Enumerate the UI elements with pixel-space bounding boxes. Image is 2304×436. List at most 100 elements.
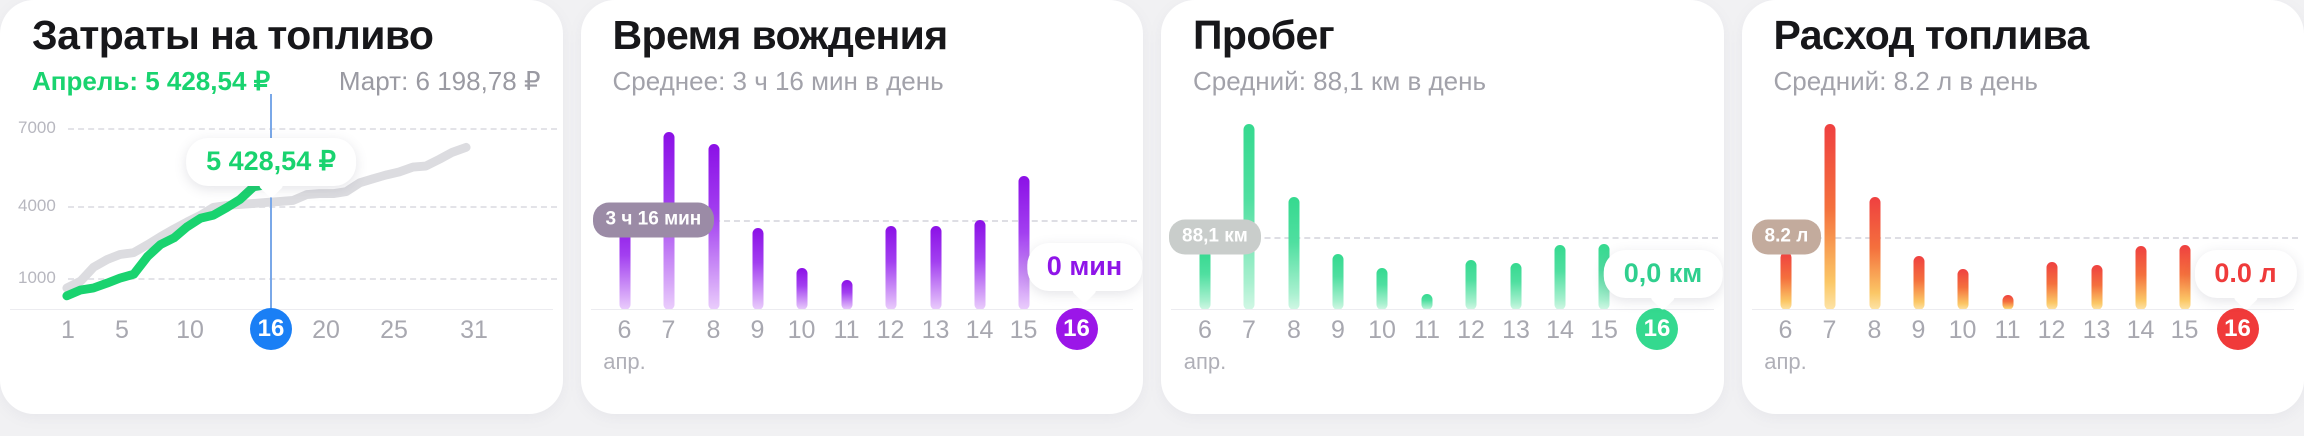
xtick-13[interactable]: 13 xyxy=(921,316,950,344)
value-tooltip: 0,0 км xyxy=(1603,250,1723,311)
bar-day-8[interactable] xyxy=(1869,197,1880,310)
xtick-14[interactable]: 14 xyxy=(965,316,994,344)
xtick-10[interactable]: 10 xyxy=(787,316,816,344)
bar-day-13[interactable] xyxy=(2091,265,2102,310)
fuel-consumption-summary: Средний: 8.2 л в день xyxy=(1774,66,2283,97)
xtick-13[interactable]: 13 xyxy=(2082,316,2111,344)
month-label: апр. xyxy=(1183,349,1227,374)
xtick-6[interactable]: 6 апр. xyxy=(1764,316,1807,374)
gridline-7000 xyxy=(68,128,557,130)
bar-day-13[interactable] xyxy=(930,226,941,310)
xtick-11[interactable]: 11 xyxy=(1414,316,1440,344)
xtick-13[interactable]: 13 xyxy=(1502,316,1530,344)
card-driving-time[interactable]: Время вождения Среднее: 3 ч 16 мин в ден… xyxy=(580,0,1143,414)
xtick-14[interactable]: 14 xyxy=(2126,316,2155,344)
xtick-10[interactable]: 10 xyxy=(1368,316,1396,344)
value-tooltip: 5 428,54 ₽ xyxy=(186,138,356,199)
bar-plot-area: 88,1 км 0,0 км xyxy=(1161,110,1724,311)
xtick-10[interactable]: 10 xyxy=(1948,316,1977,344)
bar-day-10[interactable] xyxy=(796,268,807,310)
bar-day-7[interactable] xyxy=(1243,124,1255,310)
xtick-31[interactable]: 31 xyxy=(460,316,488,344)
driving-time-summary: Среднее: 3 ч 16 мин в день xyxy=(613,66,1122,97)
bar-day-12[interactable] xyxy=(1465,260,1477,310)
card-fuel-costs[interactable]: Затраты на топливо Апрель: 5 428,54 ₽ Ма… xyxy=(0,0,563,414)
xtick-7[interactable]: 7 xyxy=(661,316,676,344)
bar-day-10[interactable] xyxy=(1957,269,1968,310)
xtick-16-today[interactable]: 16 xyxy=(1636,308,1678,356)
xtick-7[interactable]: 7 xyxy=(1242,316,1256,344)
bar-day-14[interactable] xyxy=(974,220,985,310)
xtick-10[interactable]: 10 xyxy=(176,316,204,344)
xtick-11[interactable]: 11 xyxy=(1994,316,2021,344)
bar-day-12[interactable] xyxy=(2046,262,2057,310)
page-title: Время вождения xyxy=(612,12,949,58)
xtick-15[interactable]: 15 xyxy=(2170,316,2199,344)
card-fuel-consumption[interactable]: Расход топлива Средний: 8.2 л в день 8.2… xyxy=(1741,0,2304,414)
x-axis-ticks: 6 апр. 7 8 9 10 11 12 13 14 15 16 xyxy=(1742,308,2304,376)
card-mileage[interactable]: Пробег Средний: 88,1 км в день 88,1 км 0… xyxy=(1161,0,1724,414)
bar-day-12[interactable] xyxy=(885,226,896,310)
bar-day-11[interactable] xyxy=(841,280,852,310)
xtick-20[interactable]: 20 xyxy=(312,316,340,344)
xtick-12[interactable]: 12 xyxy=(1457,316,1485,344)
value-tooltip: 0.0 л xyxy=(2194,250,2297,311)
fuel-costs-line-chart xyxy=(62,142,471,301)
xtick-6[interactable]: 6 апр. xyxy=(603,316,646,374)
xtick-12[interactable]: 12 xyxy=(2037,316,2066,344)
xtick-16-today[interactable]: 16 xyxy=(250,308,292,356)
xtick-25[interactable]: 25 xyxy=(380,316,408,344)
march-line xyxy=(62,142,471,293)
bar-day-9[interactable] xyxy=(1913,256,1924,310)
xtick-12[interactable]: 12 xyxy=(876,316,905,344)
xtick-14[interactable]: 14 xyxy=(1546,316,1574,344)
xtick-15[interactable]: 15 xyxy=(1009,316,1038,344)
line-plot-area: 7000 4000 1000 5 428,54 ₽ xyxy=(0,94,563,310)
cursor-line[interactable] xyxy=(270,94,272,310)
average-subtitle: Средний: 8.2 л в день xyxy=(1773,66,2038,96)
bar-day-15[interactable] xyxy=(1018,176,1029,310)
xtick-15[interactable]: 15 xyxy=(1590,316,1618,344)
xtick-5[interactable]: 5 xyxy=(115,316,129,344)
bar-day-8[interactable] xyxy=(1288,197,1300,310)
bar-day-6[interactable] xyxy=(619,215,630,310)
average-subtitle: Среднее: 3 ч 16 мин в день xyxy=(612,66,944,96)
bar-day-9[interactable] xyxy=(1332,254,1344,310)
xtick-8[interactable]: 8 xyxy=(1287,316,1301,344)
x-axis-baseline xyxy=(590,309,1133,310)
bar-day-6[interactable] xyxy=(1780,252,1791,310)
xtick-7[interactable]: 7 xyxy=(1822,316,1837,344)
x-axis-baseline xyxy=(1171,309,1714,310)
xtick-9[interactable]: 9 xyxy=(1911,316,1926,344)
bar-day-9[interactable] xyxy=(752,228,763,310)
xtick-16-today[interactable]: 16 xyxy=(1055,308,1098,356)
xtick-9[interactable]: 9 xyxy=(1331,316,1345,344)
bar-day-6[interactable] xyxy=(1199,250,1211,310)
xtick-16-today[interactable]: 16 xyxy=(2216,308,2259,356)
bar-day-11[interactable] xyxy=(1421,294,1433,310)
x-axis-ticks: 6 апр. 7 8 9 10 11 12 13 14 15 16 xyxy=(1161,308,1724,376)
bar-day-10[interactable] xyxy=(1376,268,1388,310)
bar-day-7[interactable] xyxy=(1824,124,1835,310)
previous-month-total: Март: 6 198,78 ₽ xyxy=(338,66,541,96)
xtick-8[interactable]: 8 xyxy=(1867,316,1882,344)
average-pill: 8.2 л xyxy=(1751,219,1822,255)
bar-day-11[interactable] xyxy=(2002,295,2013,310)
gridline-label-7000: 7000 xyxy=(18,118,56,137)
today-badge: 16 xyxy=(2216,308,2259,350)
average-dashed-line xyxy=(594,220,1137,222)
xtick-11[interactable]: 11 xyxy=(833,316,860,344)
average-pill: 88,1 км xyxy=(1169,219,1261,255)
bar-day-15[interactable] xyxy=(2179,245,2190,310)
xtick-1[interactable]: 1 xyxy=(61,316,75,344)
xtick-8[interactable]: 8 xyxy=(706,316,721,344)
bar-day-14[interactable] xyxy=(1554,245,1566,310)
xtick-6[interactable]: 6 апр. xyxy=(1183,316,1227,374)
xtick-9[interactable]: 9 xyxy=(750,316,765,344)
mileage-summary: Средний: 88,1 км в день xyxy=(1193,66,1702,97)
x-axis-ticks: 1 5 10 16 20 25 31 xyxy=(0,308,563,376)
bar-day-13[interactable] xyxy=(1510,263,1522,310)
fuel-costs-summary: Апрель: 5 428,54 ₽ Март: 6 198,78 ₽ xyxy=(32,66,541,97)
gridline-label-4000: 4000 xyxy=(18,196,56,215)
bar-day-14[interactable] xyxy=(2135,246,2146,310)
